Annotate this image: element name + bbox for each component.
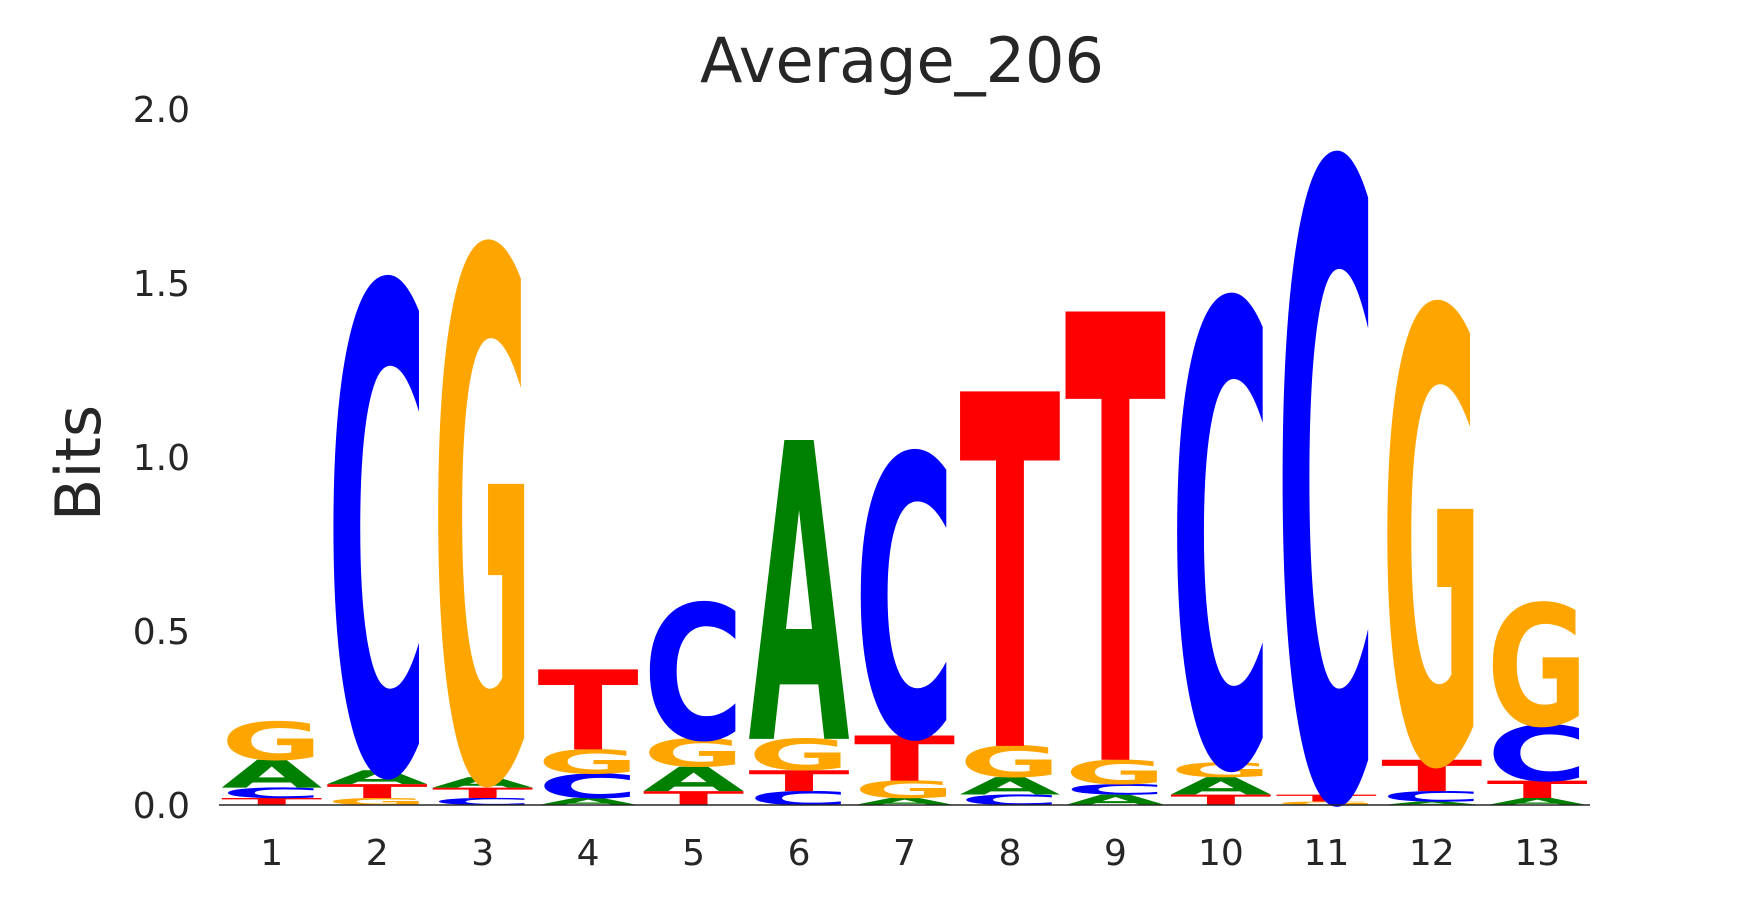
logo-letter-c: C xyxy=(748,788,849,810)
logo-letter-g: G xyxy=(537,743,638,782)
logo-letter-c: C xyxy=(1276,0,1377,900)
logo-column: GTC xyxy=(1276,0,1378,900)
x-tick-label: 11 xyxy=(1303,833,1349,874)
logo-letter-c: C xyxy=(221,785,322,802)
x-tick-label: 3 xyxy=(471,833,494,874)
logo-letter-t: T xyxy=(959,294,1061,861)
logo-letter-g: G xyxy=(327,796,428,807)
y-axis-label: Bits xyxy=(42,405,115,521)
x-tick-label: 5 xyxy=(682,833,705,874)
logo-letter-a: A xyxy=(221,752,323,796)
logo-letter-a: A xyxy=(959,773,1061,801)
logo-letter-g: G xyxy=(1170,759,1271,781)
chart-title: Average_206 xyxy=(700,24,1104,97)
logo-letter-a: A xyxy=(1487,796,1589,807)
x-axis-ticks: 1 2 3 4 5 6 7 8 9 10 11 12 13 xyxy=(260,833,1560,874)
y-tick-label: 0.0 xyxy=(133,786,190,827)
x-tick-label: 8 xyxy=(999,833,1022,874)
y-tick-label: 2.0 xyxy=(133,90,190,131)
logo-letter-c: C xyxy=(1170,176,1271,900)
logo-letter-t: T xyxy=(854,723,955,795)
x-tick-label: 9 xyxy=(1104,833,1127,874)
logo-letter-g: G xyxy=(1381,186,1482,900)
logo-letter-g: G xyxy=(221,712,322,773)
logo-letter-g: G xyxy=(1487,570,1588,764)
logo-letter-c: C xyxy=(1381,788,1482,805)
logo-letter-g: G xyxy=(1065,753,1166,792)
logo-letter-g: G xyxy=(959,737,1060,787)
x-tick-label: 12 xyxy=(1409,833,1455,874)
x-tick-label: 2 xyxy=(366,833,389,874)
x-tick-label: 1 xyxy=(260,833,283,874)
logo-letter-c: C xyxy=(432,796,533,807)
logo-letter-a: A xyxy=(748,359,850,836)
logo-letter-t: T xyxy=(537,648,638,776)
logo-letter-g: G xyxy=(854,776,955,804)
logo-letter-t: T xyxy=(1170,792,1271,809)
logo-letter-g: G xyxy=(643,731,744,776)
x-tick-label: 6 xyxy=(788,833,811,874)
logo-letter-t: T xyxy=(327,780,428,802)
logo-letter-c: C xyxy=(643,566,744,783)
logo-letter-a: A xyxy=(1065,792,1166,809)
y-axis-ticks: 0.0 0.5 1.0 1.5 2.0 xyxy=(133,90,190,827)
logo-letter-a: A xyxy=(854,796,956,807)
logo-letter-t: T xyxy=(1065,191,1167,900)
logo-letter-c: C xyxy=(327,151,428,900)
logo-letter-a: A xyxy=(432,774,533,791)
x-tick-label: 7 xyxy=(893,833,916,874)
logo-letter-a: A xyxy=(1170,773,1272,801)
x-tick-label: 10 xyxy=(1198,833,1244,874)
y-tick-label: 1.5 xyxy=(133,264,190,305)
logo-letter-a: A xyxy=(327,767,428,789)
logo-letter-t: T xyxy=(221,796,323,807)
y-tick-label: 0.5 xyxy=(133,612,190,653)
logo-letter-c: C xyxy=(537,767,638,806)
logo-letter-g: G xyxy=(1276,801,1377,807)
logo-letter-t: T xyxy=(1487,776,1588,804)
logo-letter-a: A xyxy=(643,760,744,799)
logo-letter-t: T xyxy=(643,787,744,809)
logo-letter-t: T xyxy=(432,785,533,802)
logo-letter-c: C xyxy=(1487,711,1588,799)
x-tick-label: 13 xyxy=(1514,833,1560,874)
x-tick-label: 4 xyxy=(577,833,600,874)
logo-letter-a: A xyxy=(537,796,639,807)
logo-letter-a: A xyxy=(1381,801,1483,807)
logo-letter-g: G xyxy=(432,105,533,900)
logo-letter-t: T xyxy=(748,765,849,798)
logo-letter-t: T xyxy=(1276,793,1378,804)
logo-letter-t: T xyxy=(1381,751,1482,801)
logo-letter-g: G xyxy=(748,730,849,780)
logo-letter-c: C xyxy=(1065,781,1166,798)
logo-letter-c: C xyxy=(854,378,955,827)
y-tick-label: 1.0 xyxy=(133,438,190,479)
